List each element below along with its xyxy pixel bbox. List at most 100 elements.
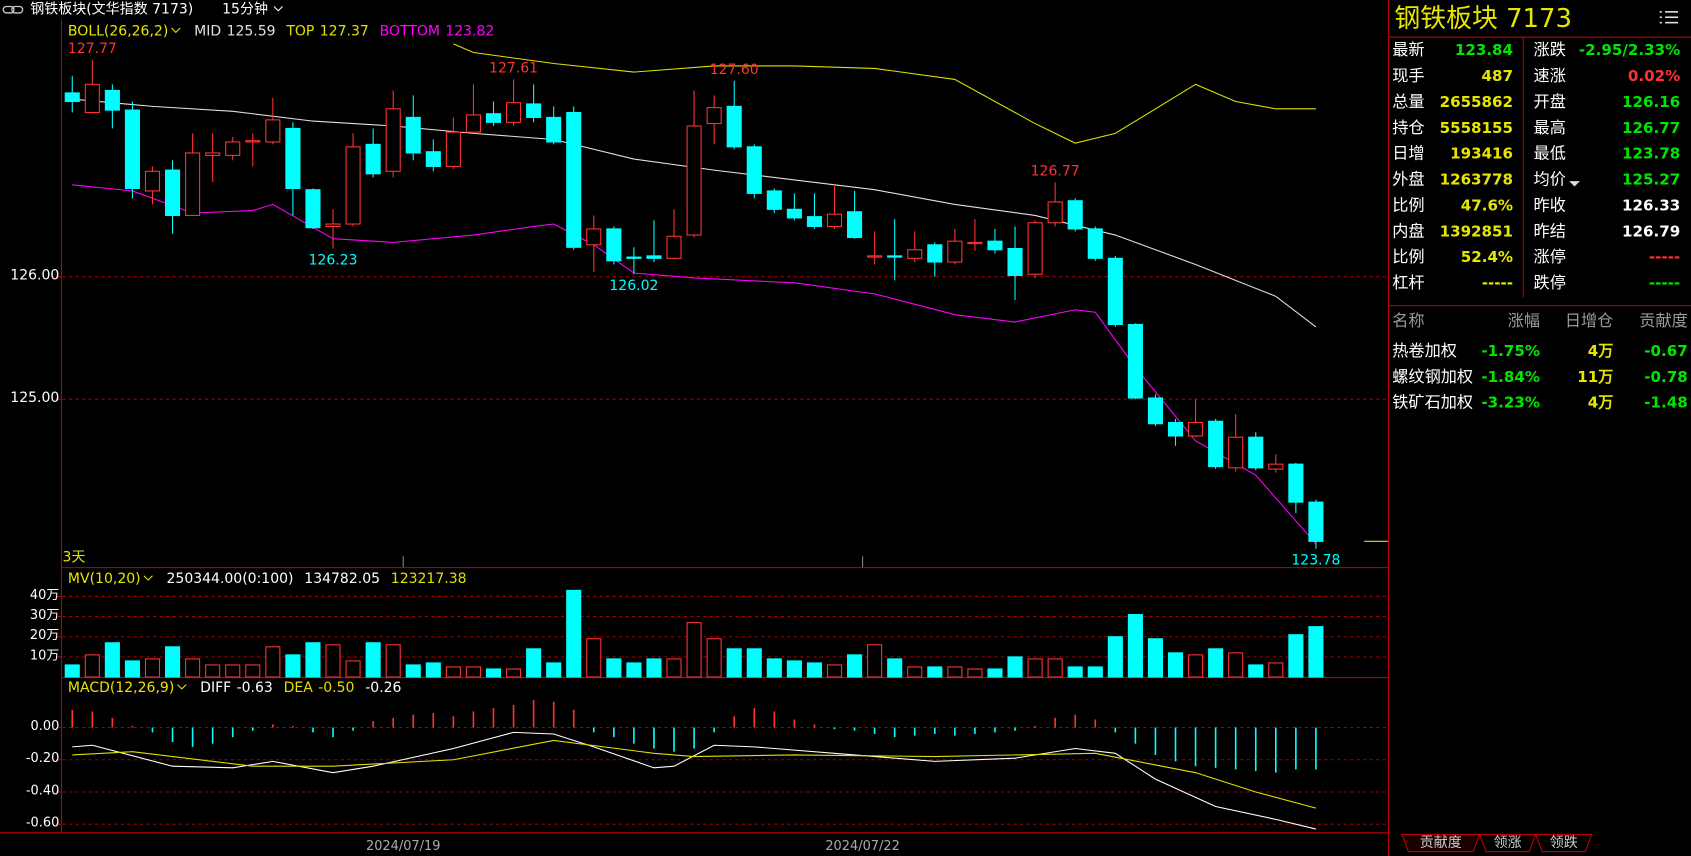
quote-label: 开盘	[1534, 92, 1566, 111]
candle-body	[546, 116, 562, 143]
tab[interactable]	[1534, 833, 1593, 853]
dropdown-arrow[interactable]	[1569, 181, 1580, 187]
legend-name: DIFF	[200, 680, 231, 696]
y-tick-label: 126.00	[10, 268, 59, 284]
volume-bar	[847, 654, 863, 678]
quote-value: 126.16	[1622, 93, 1680, 111]
legend-name: MID	[194, 23, 221, 39]
indicator-line	[453, 43, 1316, 144]
quote-label: 总量	[1392, 92, 1424, 111]
candle-body	[425, 151, 441, 167]
quote-value: -----	[1482, 274, 1513, 292]
candle-body	[1087, 228, 1103, 259]
price-annotation: 123.78	[1291, 553, 1340, 569]
volume-bar	[1268, 662, 1284, 678]
candle-body	[104, 89, 120, 111]
tab-label[interactable]: 领跌	[1550, 835, 1578, 851]
volume-bar	[205, 664, 221, 678]
volume-bar	[1107, 636, 1123, 678]
volume-bar	[465, 666, 481, 678]
volume-bar	[1067, 666, 1083, 678]
volume-bar	[345, 660, 361, 678]
candle-body	[566, 111, 582, 248]
volume-bar	[365, 642, 381, 678]
x-tick-label: 2024/07/19	[366, 839, 440, 854]
table-cell: -1.84%	[1481, 368, 1540, 386]
volume-bar	[1047, 658, 1063, 678]
column-header: 涨幅	[1508, 311, 1540, 330]
volume-bar	[706, 638, 722, 678]
quote-label: 最新	[1392, 40, 1424, 59]
quote-label: 最低	[1534, 144, 1566, 163]
quote-label: 昨结	[1534, 221, 1566, 240]
candle-body	[144, 170, 161, 192]
candle-body	[907, 249, 923, 259]
menu-icon[interactable]	[1659, 11, 1679, 24]
table-cell: -0.78	[1644, 368, 1687, 386]
volume-bar	[566, 589, 582, 678]
legend-value: 123217.38	[391, 571, 467, 587]
candle-body	[626, 256, 642, 259]
volume-bar	[1188, 654, 1204, 678]
candle-body	[265, 119, 281, 143]
column-header: 贡献度	[1639, 311, 1687, 330]
candle-body	[987, 240, 1003, 251]
price-annotation: 126.23	[309, 252, 358, 268]
volume-bar	[826, 664, 843, 678]
quote-value: 0.02%	[1628, 67, 1680, 85]
candle-body	[305, 189, 321, 229]
indicator-name: BOLL(26,26,2)	[68, 23, 168, 39]
legend-value: 123.82	[445, 23, 494, 39]
volume-bar	[124, 660, 140, 678]
quote-title: 钢铁板块 7173	[1394, 4, 1571, 34]
chevron[interactable]	[177, 684, 187, 690]
volume-bar	[385, 644, 401, 678]
candle-body	[1107, 257, 1123, 326]
quote-label: 均价	[1534, 170, 1566, 189]
quote-value: 1263778	[1440, 171, 1513, 189]
volume-bar	[225, 664, 241, 678]
tab[interactable]	[1401, 833, 1481, 853]
table-cell: 11万	[1577, 368, 1613, 386]
table-cell: 铁矿石加权	[1392, 393, 1473, 412]
price-annotation: 126.77	[1031, 164, 1080, 180]
volume-bar	[867, 644, 883, 678]
candle-body	[285, 127, 301, 190]
period-selector[interactable]: 15分钟	[222, 1, 268, 18]
candle-body	[84, 83, 100, 114]
chevron[interactable]	[143, 575, 153, 581]
candle-body	[706, 107, 722, 125]
y-tick-label: 20万	[30, 628, 59, 643]
volume-bar	[806, 662, 822, 678]
tab-label[interactable]: 贡献度	[1420, 835, 1462, 851]
candle-body	[1188, 421, 1204, 437]
candle-body	[746, 146, 762, 194]
quote-value: 487	[1482, 67, 1513, 85]
candle-body	[666, 235, 682, 259]
candle-body	[506, 102, 522, 123]
chevron[interactable]	[273, 6, 283, 12]
tab-label[interactable]: 领涨	[1494, 835, 1522, 851]
candle-body	[1208, 420, 1224, 468]
candle-body	[225, 141, 241, 156]
candle-body	[826, 213, 843, 228]
volume-bar	[606, 658, 622, 678]
candle-body	[1228, 436, 1244, 469]
legend-name: BOTTOM	[380, 23, 440, 39]
legend-value: 125.59	[227, 23, 276, 39]
x-tick-label: 2024/07/22	[825, 839, 899, 854]
volume-bar	[766, 658, 782, 678]
volume-bar	[84, 654, 100, 678]
price-annotation: 126.02	[609, 278, 658, 294]
quote-label: 昨收	[1534, 195, 1566, 214]
legend-value: -0.50	[318, 680, 354, 696]
volume-bar	[786, 660, 802, 678]
quote-value: 126.77	[1622, 119, 1680, 137]
legend-value: 250344.00(0:100)	[167, 571, 294, 587]
chevron[interactable]	[171, 27, 181, 34]
indicator-line	[72, 98, 1317, 328]
tab[interactable]	[1478, 833, 1537, 853]
range-label: 3天	[63, 549, 86, 565]
volume-bar	[646, 658, 662, 678]
volume-bar	[526, 648, 542, 678]
